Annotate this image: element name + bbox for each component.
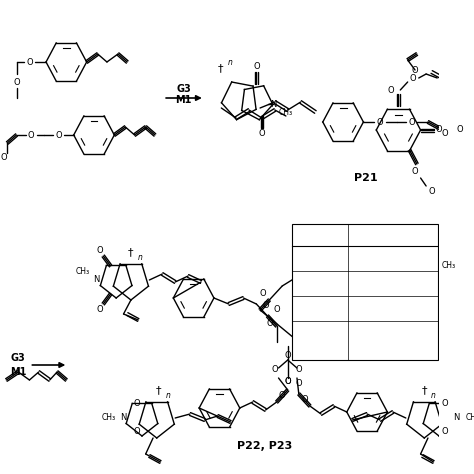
Text: N: N [270,100,276,109]
Text: O: O [412,167,419,176]
Text: O: O [28,130,35,139]
Text: n: n [165,392,170,401]
Text: O: O [417,247,424,256]
Text: O: O [388,85,394,94]
Text: P21: P21 [355,173,378,183]
Text: O: O [417,275,424,284]
Bar [292,224,438,360]
Text: P22, P23: P22, P23 [237,441,292,451]
Text: O: O [301,395,308,404]
Text: †: † [128,247,134,257]
Text: P23: P23 [312,304,328,313]
Text: O: O [96,306,103,315]
Text: O: O [262,301,269,310]
Text: O: O [441,428,448,437]
Text: P21: P21 [312,254,328,263]
Text: †: † [398,233,403,243]
Text: O: O [0,153,7,162]
Text: n: n [407,239,412,248]
Text: O: O [441,400,448,409]
Text: M1: M1 [10,367,27,377]
Text: O: O [410,73,417,82]
Text: CH₃: CH₃ [441,262,456,271]
Text: O: O [295,380,302,389]
Text: O: O [133,428,140,437]
Text: O: O [456,126,463,135]
Text: O: O [272,365,278,374]
Text: M1: M1 [175,95,191,105]
Text: O: O [377,118,383,127]
Text: O: O [412,65,419,74]
Text: †: † [156,385,161,395]
Text: O: O [284,350,291,359]
Text: O: O [260,289,266,298]
Text: 1:64:1300: 1:64:1300 [370,329,416,338]
Text: N: N [453,413,460,422]
Text: 1:100:200: 1:100:200 [370,254,416,263]
Text: O: O [267,319,273,328]
Text: N: N [429,262,436,271]
Text: n: n [138,254,143,263]
Text: P22: P22 [312,279,328,288]
Text: P25: P25 [312,329,328,338]
Text: CH₃: CH₃ [279,108,293,117]
Text: †: † [421,385,427,395]
Text: 1:20:8000: 1:20:8000 [370,304,416,313]
Text: O: O [279,392,285,401]
Text: CH₃: CH₃ [76,267,90,276]
Text: O: O [26,57,33,66]
Text: O: O [408,118,415,127]
Text: O: O [295,365,302,374]
Text: O: O [55,130,62,139]
Text: O: O [436,126,442,135]
Text: 1:20:300: 1:20:300 [373,279,413,288]
Text: †: † [218,63,223,73]
Text: O: O [284,377,291,386]
Text: N: N [120,413,127,422]
Text: G3: G3 [176,84,191,94]
Text: O: O [441,129,448,138]
Text: N: N [93,275,99,284]
Text: O: O [13,78,20,86]
Text: O: O [428,188,435,197]
Text: O: O [273,306,280,315]
Text: O: O [284,377,291,386]
Text: G3: G3 [11,353,26,363]
Text: CH₃: CH₃ [102,413,116,422]
Text: G3:CTA:M: G3:CTA:M [371,230,414,239]
Text: CH₃: CH₃ [465,413,474,422]
Text: O: O [259,129,265,138]
Text: O: O [133,400,140,409]
Text: n: n [228,57,233,66]
Text: O: O [96,246,103,255]
Text: Polymer: Polymer [302,230,338,239]
Text: n: n [431,392,436,401]
Text: O: O [253,62,260,71]
